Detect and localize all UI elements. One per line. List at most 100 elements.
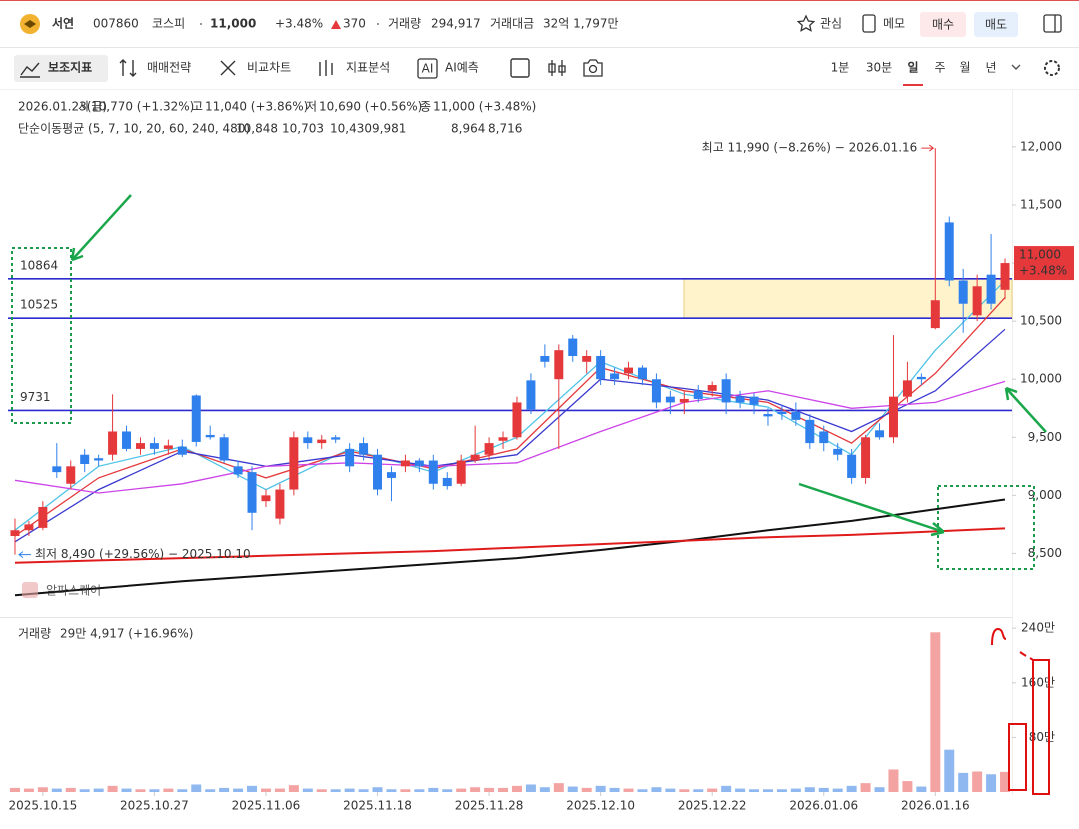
candle-body [233, 466, 243, 475]
tool[interactable]: 비교차트 [247, 61, 291, 75]
volume-bar [428, 787, 439, 792]
period[interactable]: 주 [934, 61, 945, 75]
volume-bar [790, 788, 801, 792]
volume-bar [721, 785, 732, 792]
candle-body [219, 437, 229, 461]
volume-bar [37, 787, 48, 792]
candle-body [442, 477, 452, 487]
sell-label[interactable]: 매도 [985, 18, 1007, 32]
volume-bar [121, 788, 132, 792]
watermark-logo [22, 582, 38, 598]
candle-body [38, 506, 48, 528]
y-tick-label: 8,500 [1028, 546, 1062, 560]
buy-button[interactable] [920, 12, 966, 37]
stock-name: 서연 [52, 16, 74, 31]
high-annotation: 최고 11,990 (−8.26%) − 2026.01.16 [702, 141, 918, 155]
settings-icon[interactable] [1044, 60, 1060, 76]
candle-body [1000, 263, 1010, 290]
period[interactable]: 30분 [866, 61, 892, 75]
volume-bar [581, 787, 592, 792]
volume-bar [818, 787, 829, 792]
active-tool-bg [14, 55, 108, 82]
x-tick-label: 2025.11.28 [455, 799, 524, 813]
candle-body [289, 437, 299, 490]
period[interactable]: 일 [907, 61, 918, 75]
volume-bar [498, 787, 509, 792]
ma-legend-label: 단순이동평균 (5, 7, 10, 20, 60, 240, 480) [18, 122, 250, 136]
volume-bar [135, 789, 146, 792]
memo[interactable]: 메모 [883, 17, 905, 31]
volume-bar [511, 785, 522, 792]
sell-button[interactable] [974, 12, 1018, 37]
volume-bar [832, 788, 843, 792]
moving-average-line [14, 380, 1006, 494]
last-price-tag [1014, 246, 1074, 281]
volume-bar [456, 788, 467, 792]
volume-bar [958, 772, 969, 792]
volume-bar [442, 789, 453, 792]
info-close: 11,000 (+3.48%) [433, 100, 536, 114]
tool[interactable]: 매매전략 [147, 61, 191, 75]
candle-body [205, 434, 215, 438]
analysis-icon[interactable] [319, 60, 333, 76]
volume-bar [51, 788, 62, 792]
candle-body [805, 419, 815, 444]
candle-body [888, 396, 898, 438]
tool[interactable]: 보조지표 [48, 60, 92, 75]
volume-bar [986, 774, 997, 792]
low-arrow [18, 551, 31, 559]
moving-average-line [14, 328, 1006, 543]
period-dropdown[interactable] [1011, 64, 1021, 70]
tool[interactable]: 지표분석 [346, 61, 390, 75]
drawing-box-icon[interactable] [510, 58, 530, 78]
camera-lens [588, 64, 598, 74]
star-icon[interactable] [796, 14, 816, 32]
compare-icon[interactable] [220, 60, 236, 76]
period[interactable]: 월 [959, 61, 970, 75]
volume: 294,917 [431, 17, 481, 31]
candle-body [331, 437, 341, 440]
info-high: 11,040 (+3.86%) [205, 100, 308, 114]
panel-icon[interactable] [1043, 14, 1062, 33]
volume-bar [707, 788, 718, 792]
candle-body [456, 460, 466, 484]
red-box [1032, 659, 1050, 795]
volume-bar [414, 789, 425, 792]
volume-bar [637, 789, 648, 792]
tool[interactable]: AI예측 [445, 61, 479, 75]
info-high-label: 고 [192, 100, 203, 114]
ma-legend-value: 9,981 [372, 122, 406, 136]
watch[interactable]: 관심 [820, 17, 842, 31]
watermark: 알파스퀘어 [46, 584, 101, 598]
memo-icon[interactable] [862, 14, 876, 33]
candle-body [610, 373, 620, 380]
period[interactable]: 1분 [831, 61, 850, 75]
y-tick-label: 12,000 [1020, 139, 1062, 153]
indicator-icon[interactable] [20, 62, 40, 78]
info-close-label: 종 [420, 100, 431, 114]
volume-bar [749, 789, 760, 792]
volume-bar [316, 789, 327, 792]
volume-bar [65, 787, 76, 792]
volume-bar [219, 787, 230, 792]
candle-body [275, 489, 285, 519]
candle-body [80, 454, 90, 465]
volume-bar [735, 788, 746, 792]
candle-body [944, 222, 954, 281]
candle-body [735, 396, 745, 403]
candle-icon[interactable] [548, 60, 566, 76]
period[interactable]: 년 [985, 61, 996, 75]
camera-icon[interactable] [583, 59, 603, 77]
buy-label[interactable]: 매수 [932, 18, 954, 32]
strategy-icon[interactable] [119, 59, 137, 77]
price: 11,000 [210, 17, 256, 31]
volume-label: 거래량 [388, 17, 421, 31]
volume-bar [344, 788, 355, 792]
volume-bar [400, 789, 411, 792]
x-tick-label: 2025.10.27 [120, 799, 189, 813]
change-pct: +3.48% [275, 17, 323, 31]
volume-bar [260, 788, 271, 792]
ai-icon[interactable] [417, 58, 438, 79]
x-tick-label: 2026.01.16 [901, 799, 970, 813]
